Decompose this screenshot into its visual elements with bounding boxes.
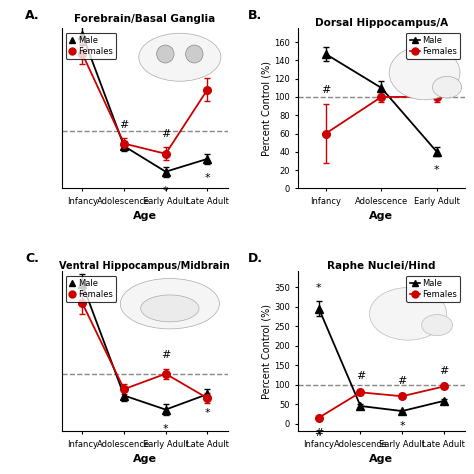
Text: *: *	[204, 173, 210, 183]
Text: *: *	[434, 165, 439, 175]
Y-axis label: Percent Control (%): Percent Control (%)	[261, 304, 271, 399]
Y-axis label: Percent Control (%): Percent Control (%)	[261, 61, 271, 156]
Text: #: #	[314, 428, 324, 438]
Title: Ventral Hippocampus/Midbrain: Ventral Hippocampus/Midbrain	[60, 261, 230, 271]
Text: #: #	[161, 350, 170, 360]
Legend: Male, Females: Male, Females	[406, 33, 460, 59]
Text: A.: A.	[25, 9, 40, 22]
Text: #: #	[439, 366, 448, 376]
Legend: Male, Females: Male, Females	[406, 275, 460, 302]
X-axis label: Age: Age	[133, 454, 157, 464]
X-axis label: Age: Age	[369, 454, 393, 464]
Text: #: #	[202, 60, 212, 70]
Text: *: *	[399, 421, 405, 431]
Text: D.: D.	[248, 252, 263, 265]
Text: *: *	[316, 283, 322, 292]
Text: #: #	[119, 119, 129, 130]
X-axis label: Age: Age	[133, 211, 157, 221]
Text: *: *	[163, 423, 168, 434]
Text: #: #	[356, 371, 365, 381]
Text: #: #	[397, 375, 407, 385]
Legend: Male, Females: Male, Females	[66, 275, 117, 302]
Text: #: #	[321, 85, 330, 95]
Text: C.: C.	[25, 252, 39, 265]
Text: #: #	[161, 128, 170, 138]
Title: Dorsal Hippocampus/A: Dorsal Hippocampus/A	[315, 18, 448, 27]
Text: *: *	[163, 186, 168, 196]
Text: *: *	[204, 408, 210, 418]
Title: Raphe Nuclei/Hind: Raphe Nuclei/Hind	[327, 261, 436, 271]
Legend: Male, Females: Male, Females	[66, 33, 117, 59]
Text: B.: B.	[248, 9, 262, 22]
Title: Forebrain/Basal Ganglia: Forebrain/Basal Ganglia	[74, 15, 216, 25]
X-axis label: Age: Age	[369, 211, 393, 221]
